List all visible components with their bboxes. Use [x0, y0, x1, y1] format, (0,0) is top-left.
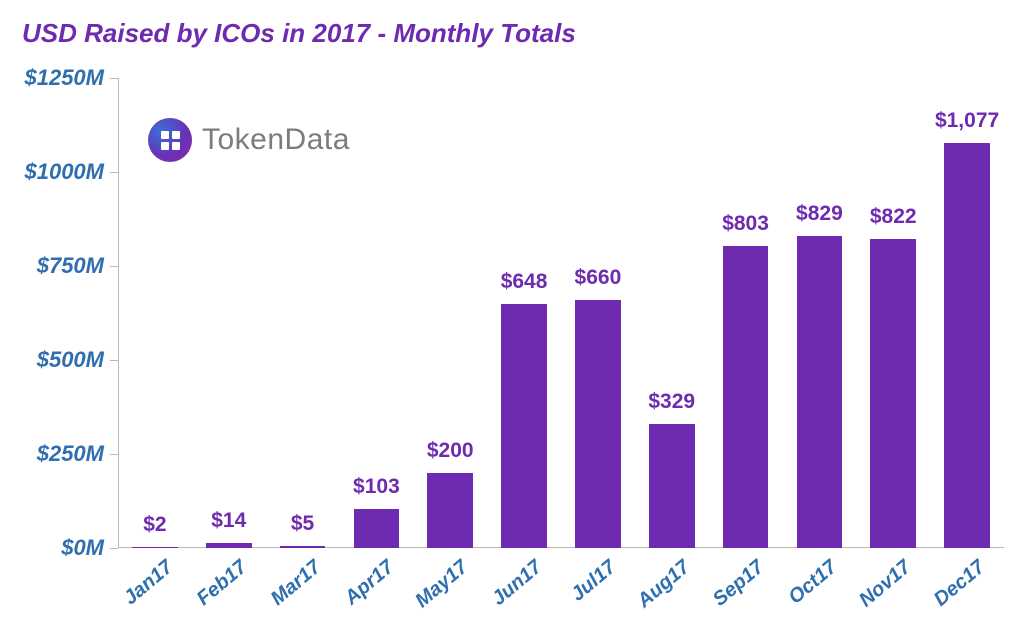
- bar: $648: [501, 304, 547, 548]
- y-tick-mark: [110, 78, 118, 79]
- bar-value-label: $648: [501, 270, 548, 294]
- x-tick-label: Sep17: [708, 556, 768, 612]
- bar: $803: [723, 246, 769, 548]
- y-tick-label: $1250M: [24, 65, 104, 91]
- x-tick-label: Jan17: [119, 556, 177, 610]
- bar-value-label: $803: [722, 212, 769, 236]
- bar: $200: [427, 473, 473, 548]
- bar-value-label: $660: [575, 266, 622, 290]
- x-axis-labels: Jan17 Feb17 Mar17 Apr17May17 Jun17 Jul17Aug17…: [118, 548, 1004, 628]
- bar-value-label: $2: [143, 513, 166, 537]
- y-tick-mark: [110, 266, 118, 267]
- bar: $829: [797, 236, 843, 548]
- bar-value-label: $1,077: [935, 109, 999, 133]
- tokendata-icon: [148, 118, 192, 162]
- bar: $103: [354, 509, 400, 548]
- x-tick-label: Apr17: [341, 556, 399, 610]
- y-tick-mark: [110, 360, 118, 361]
- bar-value-label: $329: [648, 390, 695, 414]
- bar-value-label: $14: [211, 509, 246, 533]
- bar: $1,077: [944, 143, 990, 548]
- y-tick-label: $250M: [37, 441, 104, 467]
- chart-container: USD Raised by ICOs in 2017 - Monthly Tot…: [0, 0, 1024, 628]
- y-tick-label: $750M: [37, 253, 104, 279]
- y-tick-label: $1000M: [24, 159, 104, 185]
- y-tick-label: $500M: [37, 347, 104, 373]
- bar-value-label: $5: [291, 512, 314, 536]
- y-tick-mark: [110, 548, 118, 549]
- brand-text: TokenData: [202, 123, 350, 157]
- x-tick-label: Nov17: [855, 556, 916, 612]
- x-tick-label: Oct17: [785, 556, 842, 609]
- bar-value-label: $103: [353, 475, 400, 499]
- bar: $660: [575, 300, 621, 548]
- bar-value-label: $829: [796, 202, 843, 226]
- x-tick-label: Dec17: [930, 556, 990, 612]
- bar: $822: [870, 239, 916, 548]
- y-tick-mark: [110, 454, 118, 455]
- x-tick-label: Jul17: [567, 556, 621, 607]
- y-tick-label: $0M: [61, 535, 104, 561]
- plot-area: $0M$250M$500M$750M$1000M$1250M $2$14$5$1…: [118, 78, 1004, 548]
- chart-title: USD Raised by ICOs in 2017 - Monthly Tot…: [22, 18, 576, 49]
- brand-logo-group: TokenData: [148, 118, 350, 162]
- x-tick-label: Aug17: [633, 556, 695, 613]
- x-tick-label: Mar17: [266, 556, 325, 611]
- bar-value-label: $822: [870, 205, 917, 229]
- y-tick-mark: [110, 172, 118, 173]
- bar: $329: [649, 424, 695, 548]
- bar-value-label: $200: [427, 439, 474, 463]
- x-tick-label: Jun17: [488, 556, 547, 611]
- x-tick-label: May17: [411, 556, 473, 613]
- x-tick-label: Feb17: [192, 556, 251, 611]
